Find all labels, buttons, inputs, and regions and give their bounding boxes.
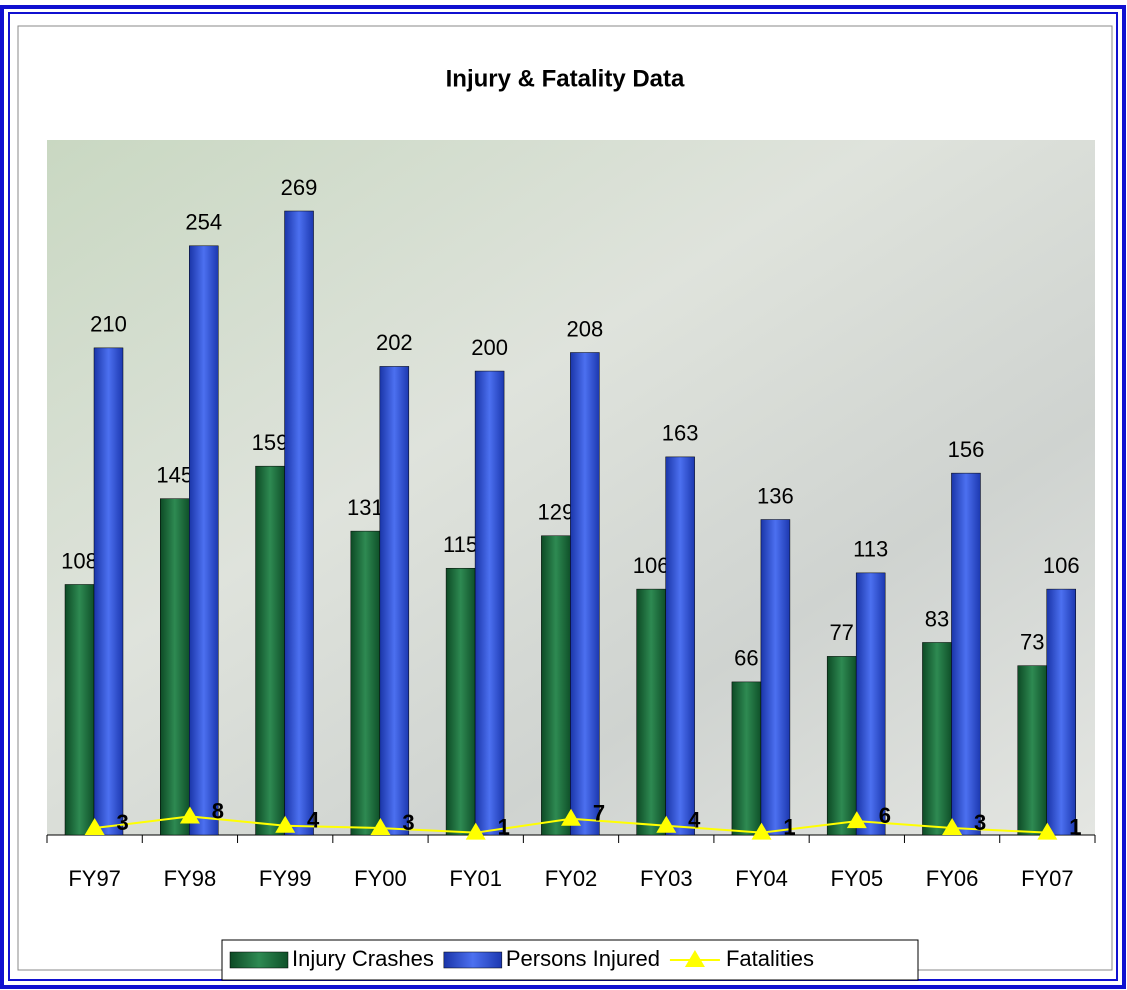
marker <box>275 815 296 833</box>
data-label: 4 <box>307 808 320 833</box>
data-label: 156 <box>948 437 985 462</box>
data-label: 8 <box>212 798 224 823</box>
bar <box>255 465 285 836</box>
marker <box>84 818 105 836</box>
bar <box>826 656 857 836</box>
x-tick-label: FY99 <box>259 866 312 891</box>
data-label: 208 <box>567 316 604 341</box>
data-label: 131 <box>347 495 384 520</box>
marker <box>1037 822 1058 840</box>
bar <box>474 370 505 836</box>
legend-label: Fatalities <box>726 946 814 971</box>
marker <box>751 822 772 840</box>
data-label: 4 <box>688 808 701 833</box>
data-label: 210 <box>90 312 127 337</box>
bar <box>951 472 981 836</box>
data-label: 83 <box>925 606 949 631</box>
data-label: 115 <box>443 532 478 557</box>
data-label: 145 <box>156 462 193 487</box>
x-tick-label: FY05 <box>831 866 884 891</box>
marker <box>942 818 963 836</box>
data-label: 163 <box>662 421 699 446</box>
data-label: 3 <box>402 810 414 835</box>
data-label: 159 <box>252 430 289 455</box>
bar <box>731 681 762 836</box>
bar <box>284 210 314 836</box>
data-label: 136 <box>757 483 794 508</box>
data-label: 66 <box>734 646 758 671</box>
bar <box>189 245 219 836</box>
legend-swatch <box>229 951 289 969</box>
x-tick-label: FY00 <box>354 866 407 891</box>
bar <box>570 352 600 836</box>
marker <box>465 822 486 840</box>
data-label: 269 <box>281 175 318 200</box>
bar <box>93 347 124 836</box>
data-label: 6 <box>879 803 891 828</box>
data-label: 7 <box>593 801 605 826</box>
data-label: 3 <box>117 810 129 835</box>
chart-title: Injury & Fatality Data <box>446 65 685 92</box>
bar <box>922 642 952 836</box>
x-tick-label: FY97 <box>68 866 121 891</box>
bar <box>379 366 410 836</box>
frame-outer <box>0 5 1126 989</box>
marker <box>656 815 677 833</box>
bar <box>760 519 791 836</box>
legend-label: Persons Injured <box>506 946 660 971</box>
legend-label: Injury Crashes <box>292 946 434 971</box>
marker <box>846 811 867 829</box>
x-tick-label: FY02 <box>545 866 598 891</box>
data-label: 1 <box>498 814 510 839</box>
x-tick-label: FY98 <box>164 866 217 891</box>
data-label: 1 <box>1069 814 1081 839</box>
x-tick-label: FY04 <box>735 866 788 891</box>
x-tick-label: FY07 <box>1021 866 1074 891</box>
marker <box>370 818 391 836</box>
marker <box>179 806 200 824</box>
x-tick-label: FY03 <box>640 866 693 891</box>
bar <box>855 572 886 836</box>
legend-swatch <box>443 951 503 969</box>
data-label: 106 <box>1043 553 1080 578</box>
bar <box>541 535 571 836</box>
bar <box>636 588 666 836</box>
data-label: 106 <box>633 553 670 578</box>
bar <box>445 567 476 836</box>
data-label: 1 <box>783 814 795 839</box>
data-label: 77 <box>829 620 853 645</box>
legend-box <box>221 939 919 981</box>
legend-swatch <box>684 950 705 967</box>
data-label: 73 <box>1020 629 1044 654</box>
data-label: 200 <box>471 335 508 360</box>
x-tick-label: FY01 <box>449 866 502 891</box>
bar <box>160 498 190 836</box>
x-tick-label: FY06 <box>926 866 979 891</box>
data-label: 108 <box>61 548 98 573</box>
bar <box>665 456 695 836</box>
bar <box>1046 588 1076 836</box>
bar <box>1017 665 1047 836</box>
bar <box>64 584 95 836</box>
data-label: 129 <box>538 500 575 525</box>
data-label: 202 <box>376 330 413 355</box>
data-label: 3 <box>974 810 986 835</box>
data-label: 113 <box>853 537 888 562</box>
bar <box>350 530 381 836</box>
marker <box>561 808 581 826</box>
data-label: 254 <box>185 210 222 235</box>
